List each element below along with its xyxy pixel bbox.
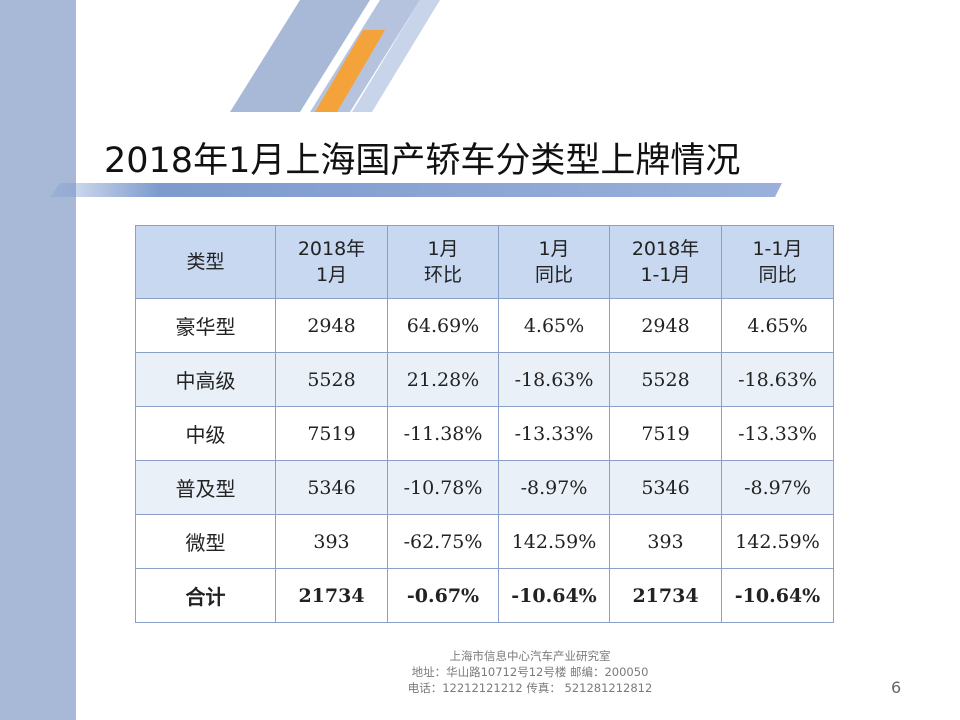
header-line: 1月 — [538, 238, 570, 260]
table-cell: 5528 — [609, 352, 722, 407]
header-line: 环比 — [423, 264, 462, 286]
table-cell: 142.59% — [498, 514, 610, 569]
table-cell: -62.75% — [387, 514, 499, 569]
table-header-row: 类型 2018年 1月 1月 环比 1月 同比 2018年 1-1月 1-1月 同比 — [135, 225, 834, 299]
table-cell: 微型 — [135, 514, 276, 569]
table-cell: 2948 — [609, 298, 722, 353]
header-cell: 2018年 1-1月 — [609, 225, 722, 299]
table-row: 微型 393 -62.75% 142.59% 393 142.59% — [135, 514, 834, 569]
table-cell: 4.65% — [721, 298, 834, 353]
orange-stripe — [315, 30, 385, 112]
header-cell: 类型 — [135, 225, 276, 299]
header-line: 1月 — [427, 238, 459, 260]
header-line: 1-1月 — [640, 264, 691, 286]
table-cell: 393 — [275, 514, 388, 569]
header-cell: 1-1月同比 — [721, 225, 834, 299]
table-cell: -11.38% — [387, 406, 499, 461]
table-cell: 4.65% — [498, 298, 610, 353]
table-cell: -0.67% — [387, 568, 499, 623]
table-cell: 2948 — [275, 298, 388, 353]
data-table: 类型 2018年 1月 1月 环比 1月 同比 2018年 1-1月 1-1月 同比 豪华… — [135, 225, 834, 623]
table-cell: -13.33% — [721, 406, 834, 461]
table-row: 中高级 5528 21.28% -18.63% 5528 -18.63% — [135, 352, 834, 407]
table-cell: -10.64% — [721, 568, 834, 623]
footer-org: 上海市信息中心汽车产业研究室 — [449, 649, 611, 663]
header-cell: 1月环比 — [387, 225, 499, 299]
page-title: 2018年1月上海国产轿车分类型上牌情况 — [104, 141, 741, 181]
header-line: 2018年 — [297, 238, 366, 260]
table-cell: 中级 — [135, 406, 276, 461]
header-line: 1-1月 — [752, 238, 803, 260]
table-cell: -13.33% — [498, 406, 610, 461]
top-band — [76, 0, 960, 112]
table-cell: 5346 — [275, 460, 388, 515]
header-line: 1月 — [315, 264, 348, 286]
header-cell: 2018年 1月 — [275, 225, 388, 299]
table-cell: 5346 — [609, 460, 722, 515]
table-row: 普及型 5346 -10.78% -8.97% 5346 -8.97% — [135, 460, 834, 515]
light-stripe — [352, 0, 440, 112]
table-cell: 21734 — [275, 568, 388, 623]
left-decor-bar — [0, 0, 76, 720]
header-line: 类型 — [186, 251, 225, 273]
table-cell: -8.97% — [721, 460, 834, 515]
footer-contact: 电话：12212121212 传真： 521281212812 — [407, 681, 653, 695]
table-row: 豪华型 2948 64.69% 4.65% 2948 4.65% — [135, 298, 834, 353]
table-cell: -8.97% — [498, 460, 610, 515]
page-number: 6 — [891, 678, 902, 697]
header-line: 同比 — [758, 264, 797, 286]
table-cell: 142.59% — [721, 514, 834, 569]
table-row: 中级 7519 -11.38% -13.33% 7519 -13.33% — [135, 406, 834, 461]
table-cell: 豪华型 — [135, 298, 276, 353]
table-cell: 合计 — [135, 568, 276, 623]
table-cell: 393 — [609, 514, 722, 569]
title-underline — [50, 183, 782, 197]
table-cell: 普及型 — [135, 460, 276, 515]
table-cell: 中高级 — [135, 352, 276, 407]
table-total-row: 合计 21734 -0.67% -10.64% 21734 -10.64% — [135, 568, 834, 623]
blue-stripe-1 — [230, 0, 370, 112]
table-cell: 7519 — [609, 406, 722, 461]
table-cell: 21734 — [609, 568, 722, 623]
table-cell: 21.28% — [387, 352, 499, 407]
table-cell: -10.78% — [387, 460, 499, 515]
table-cell: 5528 — [275, 352, 388, 407]
table-cell: 64.69% — [387, 298, 499, 353]
table-cell: -18.63% — [498, 352, 610, 407]
header-line: 2018年 — [631, 238, 700, 260]
footer-address: 地址：华山路10712号12号楼 邮编：200050 — [411, 665, 649, 679]
table-cell: -18.63% — [721, 352, 834, 407]
header-line: 同比 — [534, 264, 573, 286]
table-cell: 7519 — [275, 406, 388, 461]
footer: 上海市信息中心汽车产业研究室 地址：华山路10712号12号楼 邮编：20005… — [300, 648, 760, 696]
table-cell: -10.64% — [498, 568, 610, 623]
header-cell: 1月同比 — [498, 225, 610, 299]
